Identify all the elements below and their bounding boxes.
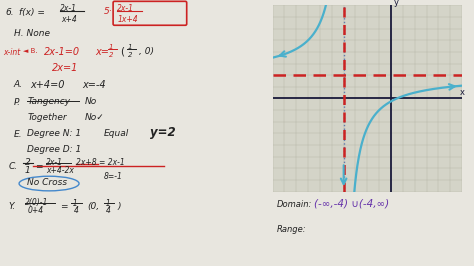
Text: H. None: H. None <box>14 29 50 38</box>
Text: f(x) =: f(x) = <box>19 8 45 17</box>
Text: P.: P. <box>14 98 21 107</box>
Text: No Cross: No Cross <box>27 178 67 187</box>
Text: 0+4: 0+4 <box>27 206 44 215</box>
Text: x=-4: x=-4 <box>82 80 105 90</box>
Text: =: = <box>60 202 67 211</box>
Text: x+4: x+4 <box>61 15 77 24</box>
Text: 2x-1: 2x-1 <box>117 4 134 13</box>
Text: x: x <box>460 88 465 97</box>
Text: (: ( <box>120 47 124 57</box>
Text: 2x-1: 2x-1 <box>60 4 77 13</box>
Text: -1: -1 <box>103 200 111 209</box>
Text: Range:: Range: <box>276 225 306 234</box>
Text: y=2: y=2 <box>150 126 175 139</box>
Text: Domain:: Domain: <box>276 201 312 209</box>
Text: Equal: Equal <box>103 129 129 138</box>
Text: Degree D: 1: Degree D: 1 <box>27 145 82 154</box>
Text: Together: Together <box>27 113 67 122</box>
Text: 4: 4 <box>73 206 79 215</box>
Text: , 0): , 0) <box>139 47 154 56</box>
Text: 2x-1: 2x-1 <box>46 158 64 167</box>
Text: 1x+4: 1x+4 <box>117 15 138 24</box>
Text: y: y <box>393 0 399 7</box>
Text: 2x=1: 2x=1 <box>52 63 78 73</box>
Text: (0,: (0, <box>87 202 100 211</box>
Text: 2: 2 <box>128 52 133 58</box>
Text: E.: E. <box>14 130 22 139</box>
Text: x+4=0: x+4=0 <box>30 80 64 90</box>
Text: 5·: 5· <box>103 7 112 16</box>
Text: 2x+8 = 2x-1: 2x+8 = 2x-1 <box>76 158 125 167</box>
Text: 2x-1=0: 2x-1=0 <box>44 47 80 57</box>
Text: -1: -1 <box>71 200 79 209</box>
Text: 1: 1 <box>109 44 113 50</box>
Text: 6.: 6. <box>5 8 14 17</box>
Text: ): ) <box>117 202 121 211</box>
Text: x=: x= <box>95 47 109 57</box>
Text: No✓: No✓ <box>84 113 104 122</box>
Text: ◄ B.: ◄ B. <box>23 48 38 54</box>
Text: =: = <box>36 162 43 171</box>
Text: 1: 1 <box>128 44 133 50</box>
Text: 2: 2 <box>25 158 30 167</box>
Text: 4: 4 <box>106 206 111 215</box>
Text: Tangency: Tangency <box>27 97 70 106</box>
Text: 2: 2 <box>109 52 113 58</box>
Text: (-∞,-4) ∪(-4,∞): (-∞,-4) ∪(-4,∞) <box>314 199 389 209</box>
Text: x+4-2x: x+4-2x <box>46 166 74 175</box>
Text: No: No <box>84 97 97 106</box>
Text: 2(0)-1: 2(0)-1 <box>25 198 48 207</box>
Text: x-int: x-int <box>3 48 20 57</box>
Text: A.: A. <box>14 80 23 89</box>
Text: C.: C. <box>8 162 18 171</box>
Text: Degree N: 1: Degree N: 1 <box>27 129 82 138</box>
Text: 8=-1: 8=-1 <box>103 172 122 181</box>
Text: Y.: Y. <box>8 202 16 211</box>
Text: 1: 1 <box>25 166 30 175</box>
